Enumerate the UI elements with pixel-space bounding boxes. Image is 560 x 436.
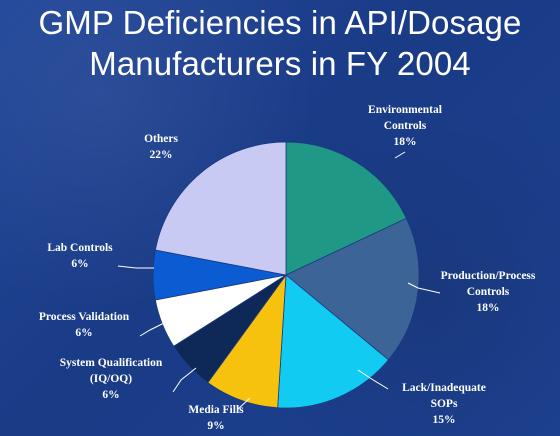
- slice-label: Environmental Controls 18%: [368, 104, 442, 148]
- slice-label: Others 22%: [144, 133, 178, 161]
- pie-slice: [285, 141, 407, 276]
- leader-line: [237, 397, 251, 410]
- slice-labels: Environmental Controls 18%Production/Proce…: [39, 104, 536, 432]
- pie-slice: [154, 141, 287, 276]
- slice-percent: 6%: [71, 258, 88, 270]
- slice-label: Production/Process Controls 18%: [441, 270, 536, 314]
- leader-line: [394, 151, 406, 159]
- slice-category: Controls: [467, 286, 510, 298]
- pie-slice: [277, 274, 390, 409]
- slice-category: Lab Controls: [47, 242, 113, 254]
- leader-line: [172, 367, 197, 393]
- slice-category: Lack/Inadequate: [402, 382, 486, 394]
- slice-category: Others: [144, 133, 178, 145]
- slice-category: SOPs: [431, 398, 458, 410]
- pie-slice: [285, 217, 420, 361]
- slice-percent: 15%: [433, 414, 456, 426]
- slice-percent: 9%: [207, 420, 224, 432]
- slice-percent: 22%: [150, 149, 173, 161]
- slide-title-line-1: GMP Deficiencies in API/Dosage: [38, 4, 522, 41]
- slide-title-line-2: Manufacturers in FY 2004: [89, 45, 471, 82]
- slice-percent: 6%: [102, 389, 119, 401]
- leader-line: [357, 369, 389, 390]
- slice-category: Process Validation: [39, 311, 130, 323]
- slice-percent: 18%: [477, 302, 500, 314]
- slice-category: (IQ/OQ): [90, 373, 132, 385]
- slice-percent: 6%: [75, 327, 92, 339]
- slice-label: Process Validation 6%: [39, 311, 130, 339]
- pie-slices: [152, 141, 420, 409]
- slice-label: System Qualification (IQ/OQ) 6%: [60, 357, 163, 401]
- slice-label: Lab Controls 6%: [47, 242, 113, 270]
- slice-category: Environmental: [368, 104, 442, 116]
- leader-line: [407, 282, 441, 294]
- slice-percent: 18%: [394, 136, 417, 148]
- slice-category: Production/Process: [441, 270, 536, 282]
- slice-label: Media Fills 9%: [188, 404, 244, 432]
- slice-category: Controls: [384, 120, 427, 132]
- label-leader-lines: [117, 151, 441, 410]
- slice-label: Lack/Inadequate SOPs 15%: [402, 382, 486, 426]
- slide-title: GMP Deficiencies in API/Dosage Manufactu…: [0, 2, 560, 84]
- leader-line: [139, 322, 165, 337]
- slice-category: System Qualification: [60, 357, 163, 369]
- slice-category: Media Fills: [188, 404, 244, 416]
- leader-line: [117, 265, 154, 269]
